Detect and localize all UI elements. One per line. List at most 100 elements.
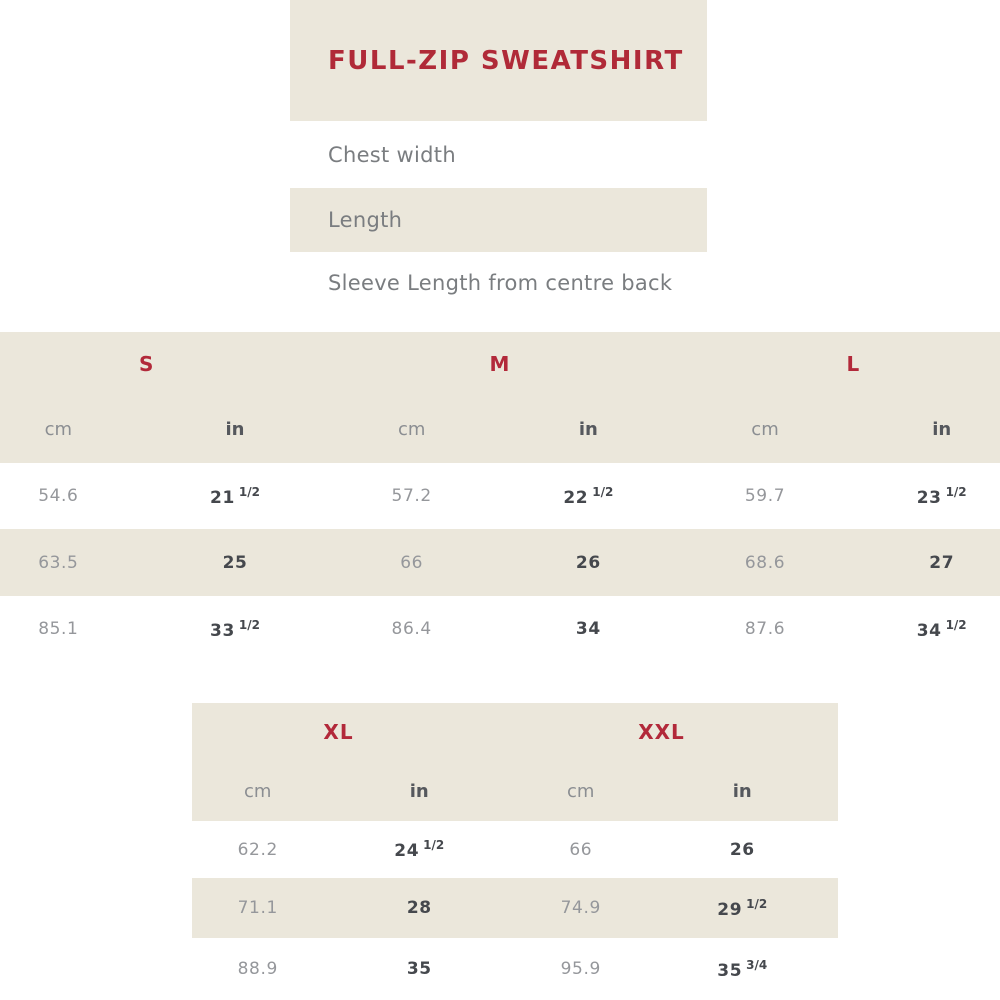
size-header-xl: XL: [323, 720, 354, 744]
size-header-s: S: [138, 352, 155, 376]
value-number: 63.5: [38, 552, 79, 573]
measurement-row: 71.1 28 74.9 29 1/2: [192, 878, 838, 938]
value-number: 86.4: [391, 619, 432, 639]
value-number: 68.6: [744, 552, 786, 573]
value-number: 71.1: [237, 898, 278, 918]
value-number: 88.9: [237, 959, 278, 979]
size-value-cell: 59.7: [677, 486, 854, 506]
unit-header-cm: cm: [244, 780, 272, 802]
product-title-box: FULL-ZIP SWEATSHIRT: [290, 0, 707, 121]
value-number: 23: [916, 487, 942, 508]
size-value-cell: 66: [323, 553, 500, 573]
value-number: 74.9: [560, 898, 601, 918]
value-number: 59.7: [744, 486, 786, 506]
value-number: 28: [406, 898, 432, 918]
value-number: 85.1: [38, 619, 79, 639]
unit-header-in: in: [932, 419, 952, 440]
size-value-cell: 68.6: [677, 553, 854, 573]
value-number: 33: [210, 620, 235, 641]
measurement-row: 62.2 24 1/2 66 26: [192, 821, 838, 878]
value-fraction: 1/2: [746, 896, 768, 911]
value-fraction: 1/2: [423, 838, 445, 852]
size-value-cell: 25: [147, 553, 324, 573]
value-fraction: 1/2: [592, 484, 614, 499]
size-value-cell: 27: [853, 553, 1000, 573]
size-value-cell: 74.9: [515, 898, 677, 918]
value-number: 24: [394, 841, 420, 861]
measurement-row: 54.6 21 1/2 57.2 22 1/2 59.7 23 1/2: [0, 463, 1000, 529]
value-fraction: 1/2: [945, 617, 967, 632]
unit-header-in: in: [732, 780, 752, 802]
size-value-cell: 54.6: [0, 486, 147, 506]
value-number: 22: [563, 487, 589, 508]
value-number: 87.6: [744, 619, 786, 639]
size-header-xxl: XXL: [638, 720, 685, 744]
measurement-row: 63.5 25 66 26 68.6 27: [0, 529, 1000, 596]
unit-header-in: in: [225, 419, 245, 440]
measurement-row: 85.1 33 1/2 86.4 34 87.6 34 1/2: [0, 596, 1000, 662]
value-fraction: 1/2: [945, 484, 967, 499]
value-fraction: 1/2: [238, 617, 260, 632]
size-value-cell: 24 1/2: [354, 838, 516, 861]
unit-header-in: in: [578, 419, 598, 440]
size-value-cell: 66: [515, 840, 677, 860]
size-value-cell: 28: [354, 898, 516, 918]
value-number: 95.9: [560, 959, 601, 979]
value-number: 26: [729, 839, 755, 860]
size-value-cell: 87.6: [677, 619, 854, 639]
value-fraction: 3/4: [746, 957, 768, 972]
size-value-cell: 85.1: [0, 619, 147, 639]
measurement-label-chest-width: Chest width: [328, 142, 456, 167]
value-number: 66: [400, 552, 424, 573]
size-value-cell: 35 3/4: [677, 958, 839, 981]
unit-header-cm: cm: [44, 419, 73, 440]
size-value-cell: 21 1/2: [147, 485, 324, 508]
size-value-cell: 29 1/2: [677, 897, 839, 920]
table-header-band: XL XXL cm in cm in: [192, 703, 838, 821]
value-number: 66: [569, 839, 593, 860]
size-value-cell: 95.9: [515, 959, 677, 979]
measurement-row: 88.9 35 95.9 35 3/4: [192, 938, 838, 1000]
size-value-cell: 23 1/2: [853, 485, 1000, 508]
value-number: 62.2: [237, 839, 278, 860]
value-number: 21: [210, 487, 235, 508]
unit-header-row: cm in cm in: [192, 761, 838, 821]
unit-header-in: in: [409, 780, 429, 802]
unit-header-cm: cm: [751, 419, 779, 440]
value-fraction: 1/2: [238, 484, 260, 499]
size-header-m: M: [489, 352, 511, 376]
size-value-cell: 26: [677, 840, 839, 860]
size-value-cell: 86.4: [323, 619, 500, 639]
size-value-cell: 34: [500, 619, 677, 639]
size-header-l: L: [846, 352, 861, 376]
measurement-label-length-box: Length: [290, 188, 707, 252]
size-value-cell: 57.2: [323, 486, 500, 506]
size-value-cell: 34 1/2: [853, 618, 1000, 641]
size-header-row: XL XXL: [192, 703, 838, 761]
unit-header-cm: cm: [567, 780, 595, 802]
size-value-cell: 26: [500, 553, 677, 573]
size-value-cell: 22 1/2: [500, 485, 677, 508]
size-value-cell: 35: [354, 959, 516, 979]
value-number: 26: [575, 552, 601, 573]
product-title: FULL-ZIP SWEATSHIRT: [328, 45, 684, 76]
unit-header-row: cm in cm in cm in: [0, 396, 1000, 463]
value-number: 54.6: [38, 486, 79, 506]
size-value-cell: 62.2: [192, 840, 354, 860]
size-value-cell: 63.5: [0, 553, 147, 573]
value-number: 35: [717, 960, 743, 981]
size-value-cell: 88.9: [192, 959, 354, 979]
size-table-xl-xxl: XL XXL cm in cm in 62.2 24 1/2 66 26 71.1 28 74.9 29 1/…: [192, 703, 838, 1000]
value-number: 27: [929, 552, 955, 573]
value-number: 35: [406, 959, 432, 979]
size-value-cell: 71.1: [192, 898, 354, 918]
value-number: 29: [717, 899, 743, 920]
measurement-label-sleeve: Sleeve Length from centre back: [328, 271, 673, 295]
value-number: 34: [575, 619, 601, 639]
value-number: 25: [222, 552, 248, 573]
size-value-cell: 33 1/2: [147, 618, 324, 641]
